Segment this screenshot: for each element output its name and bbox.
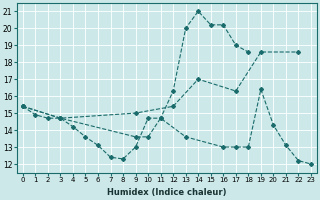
X-axis label: Humidex (Indice chaleur): Humidex (Indice chaleur) bbox=[107, 188, 227, 197]
